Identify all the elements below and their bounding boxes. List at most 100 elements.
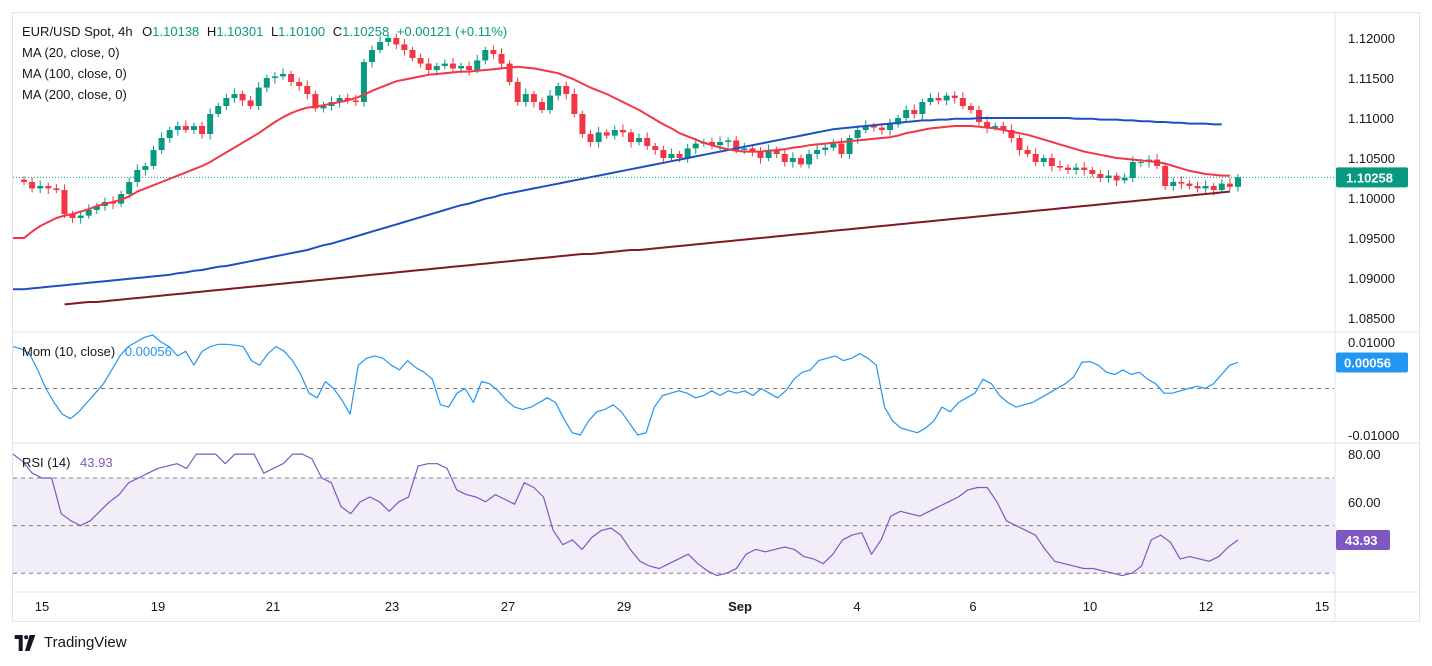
candle	[636, 133, 643, 146]
candle	[490, 45, 497, 59]
candle-body	[862, 126, 869, 130]
candle	[506, 60, 513, 86]
candle	[1032, 148, 1039, 166]
candle	[765, 144, 772, 162]
candle-body	[628, 132, 634, 142]
candle	[449, 58, 456, 73]
candle	[93, 202, 100, 214]
candle	[142, 162, 149, 176]
candle-body	[142, 166, 149, 170]
candle-body	[1048, 158, 1055, 166]
candle-body	[717, 142, 724, 146]
candle	[1000, 121, 1007, 134]
candle-body	[498, 54, 505, 64]
candle-body	[320, 106, 327, 109]
last-price-label: 1.10258	[1346, 170, 1393, 185]
rsi-legend[interactable]: RSI (14) 43.93	[22, 455, 113, 470]
momentum-badge-label: 0.00056	[1344, 355, 1391, 370]
candle	[417, 53, 424, 68]
candle-body	[1113, 175, 1120, 181]
candle-body	[870, 126, 877, 128]
candle-body	[895, 118, 902, 125]
candle	[846, 134, 853, 159]
candle-body	[45, 186, 52, 189]
candle	[1089, 166, 1096, 178]
candle-body	[822, 147, 829, 150]
candle	[231, 88, 238, 103]
close-key: C	[332, 24, 343, 39]
time-axis-tick: 15	[35, 599, 49, 614]
candle-body	[830, 143, 837, 148]
time-axis-tick: 6	[969, 599, 976, 614]
candle	[1073, 163, 1080, 175]
candle-body	[692, 143, 699, 149]
candle-body	[522, 94, 529, 102]
ma20-legend[interactable]: MA (20, close, 0)	[22, 45, 120, 60]
candle	[773, 146, 780, 158]
time-axis-tick: 27	[501, 599, 515, 614]
change-value: +0.00121 (+0.11%)	[396, 24, 508, 39]
candle	[190, 122, 197, 134]
candle	[53, 184, 60, 194]
candle-body	[1000, 126, 1007, 130]
candle	[466, 61, 473, 76]
candle-body	[911, 110, 918, 114]
candle	[29, 177, 36, 193]
candle	[1178, 176, 1185, 190]
candle	[992, 122, 999, 131]
candle	[959, 92, 966, 110]
candle	[927, 93, 934, 106]
candle-body	[595, 132, 602, 142]
candle	[352, 94, 359, 106]
ma200-legend[interactable]: MA (200, close, 0)	[22, 87, 127, 102]
candle-body	[336, 98, 343, 102]
candle-body	[182, 126, 189, 130]
candle	[652, 142, 659, 155]
candle	[563, 81, 570, 100]
candle-body	[77, 215, 84, 218]
price-axis-tick: 1.10500	[1348, 151, 1395, 166]
candle	[393, 33, 400, 50]
rsi-pane	[12, 453, 1334, 577]
candle-body	[1194, 186, 1201, 189]
candle-body	[255, 87, 262, 106]
candle-body	[846, 138, 853, 154]
candle-body	[854, 130, 861, 138]
candle-body	[935, 98, 942, 101]
candle	[199, 121, 206, 139]
candle	[1048, 153, 1055, 172]
candle-body	[652, 146, 659, 150]
candle-body	[976, 110, 983, 122]
candle-body	[385, 38, 392, 42]
candle	[279, 68, 286, 80]
candle	[288, 70, 295, 86]
price-axis-tick: 1.12000	[1348, 31, 1395, 46]
candle	[1194, 181, 1201, 193]
candle-body	[377, 42, 384, 50]
candle	[158, 132, 165, 154]
momentum-axis-tick: 0.01000	[1348, 335, 1395, 350]
candle-body	[425, 63, 432, 70]
rsi-value: 43.93	[80, 455, 113, 470]
ma100-legend[interactable]: MA (100, close, 0)	[22, 66, 127, 81]
candle-body	[571, 94, 578, 114]
candle	[1202, 180, 1209, 194]
ma20-line	[13, 65, 1230, 239]
candle	[215, 102, 222, 118]
candle	[182, 120, 189, 134]
tradingview-brand[interactable]: TradingView	[12, 634, 127, 651]
candle	[37, 180, 44, 194]
symbol-label[interactable]: EUR/USD Spot, 4h	[22, 24, 133, 39]
candle-body	[838, 143, 845, 154]
candle	[360, 58, 367, 107]
candle	[1081, 162, 1088, 176]
candle-body	[806, 154, 813, 165]
candle	[725, 137, 732, 148]
time-axis-tick: Sep	[728, 599, 752, 614]
momentum-legend[interactable]: Mom (10, close) 0.00056	[22, 344, 172, 359]
candle	[911, 104, 918, 119]
candle	[1065, 164, 1072, 174]
candle	[1056, 160, 1063, 171]
candle-body	[134, 170, 141, 182]
